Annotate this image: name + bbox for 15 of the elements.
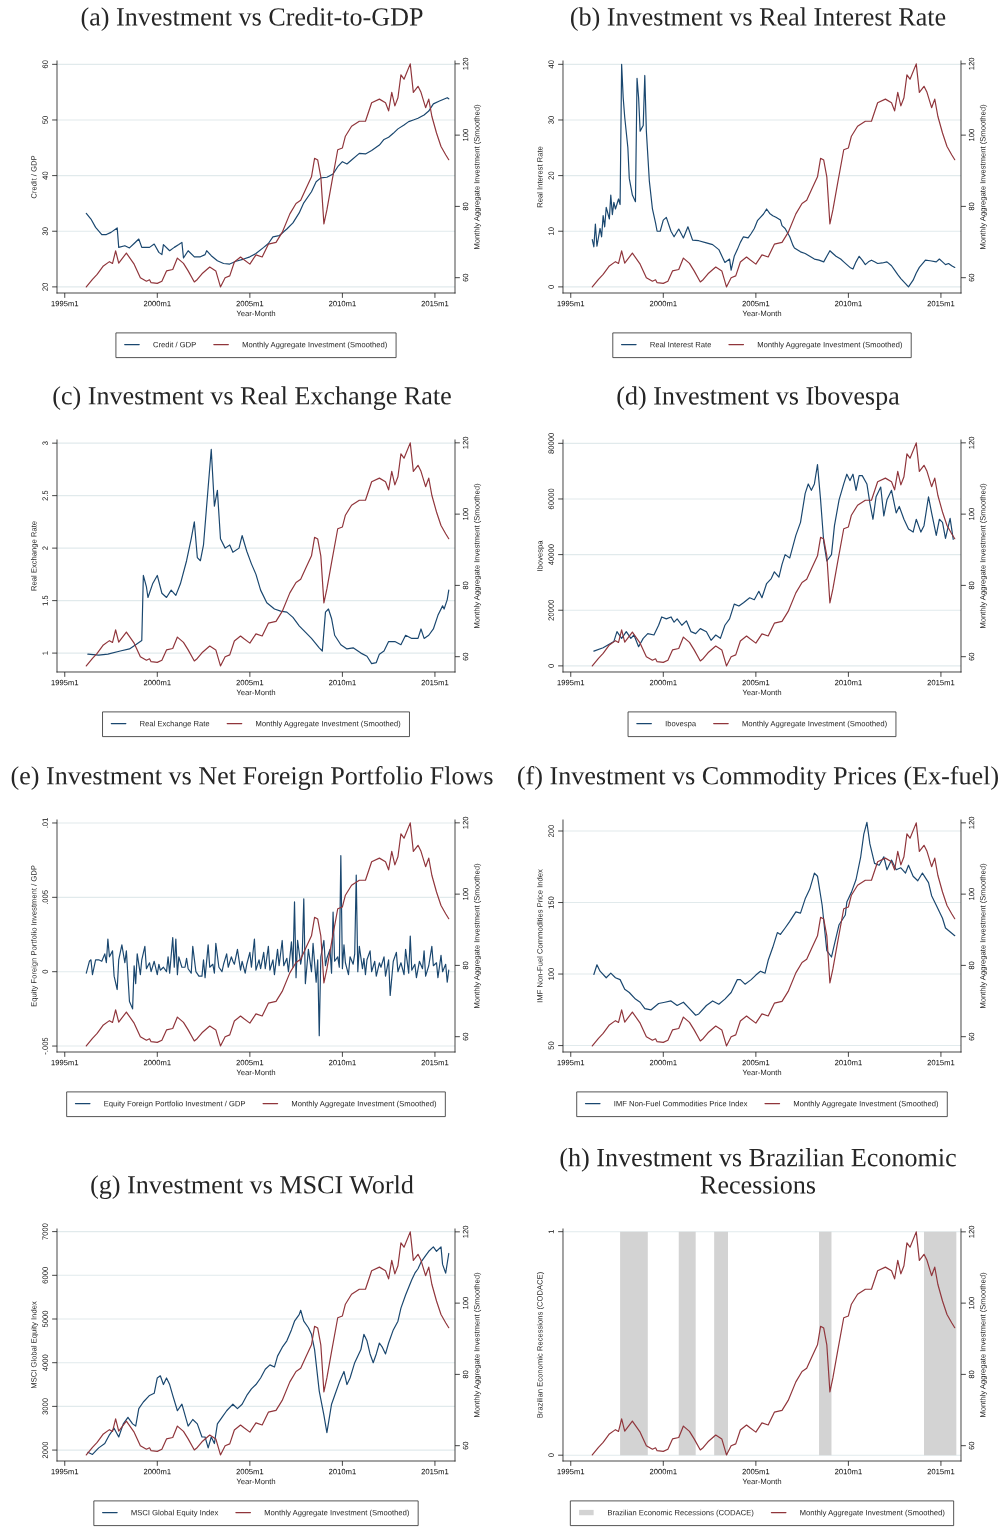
line-series: [85, 97, 450, 265]
chart-title: (a) Investment vs Credit-to-GDP: [81, 7, 423, 31]
chart-title: (f) Investment vs Commodity Prices (Ex-fuel): [518, 765, 998, 790]
line-series: [85, 855, 450, 1037]
chart-title: (g) Investment vs MSCI World: [91, 1175, 414, 1199]
chart-title: (d) Investment vs Ibovespa: [617, 386, 900, 410]
line-series: [85, 63, 450, 288]
line-series: [593, 463, 954, 652]
line-series: [591, 63, 956, 288]
line-series: [591, 442, 956, 667]
chart-title: (b) Investment vs Real Interest Rate: [570, 7, 946, 31]
chart-title: (e) Investment vs Net Foreign Portfolio Flows: [11, 765, 493, 790]
chart-title: (h) Investment vs Brazilian Economic Recessions: [560, 1148, 956, 1194]
line-series: [85, 822, 450, 1047]
chart-title: (c) Investment vs Real Exchange Rate: [53, 386, 451, 410]
